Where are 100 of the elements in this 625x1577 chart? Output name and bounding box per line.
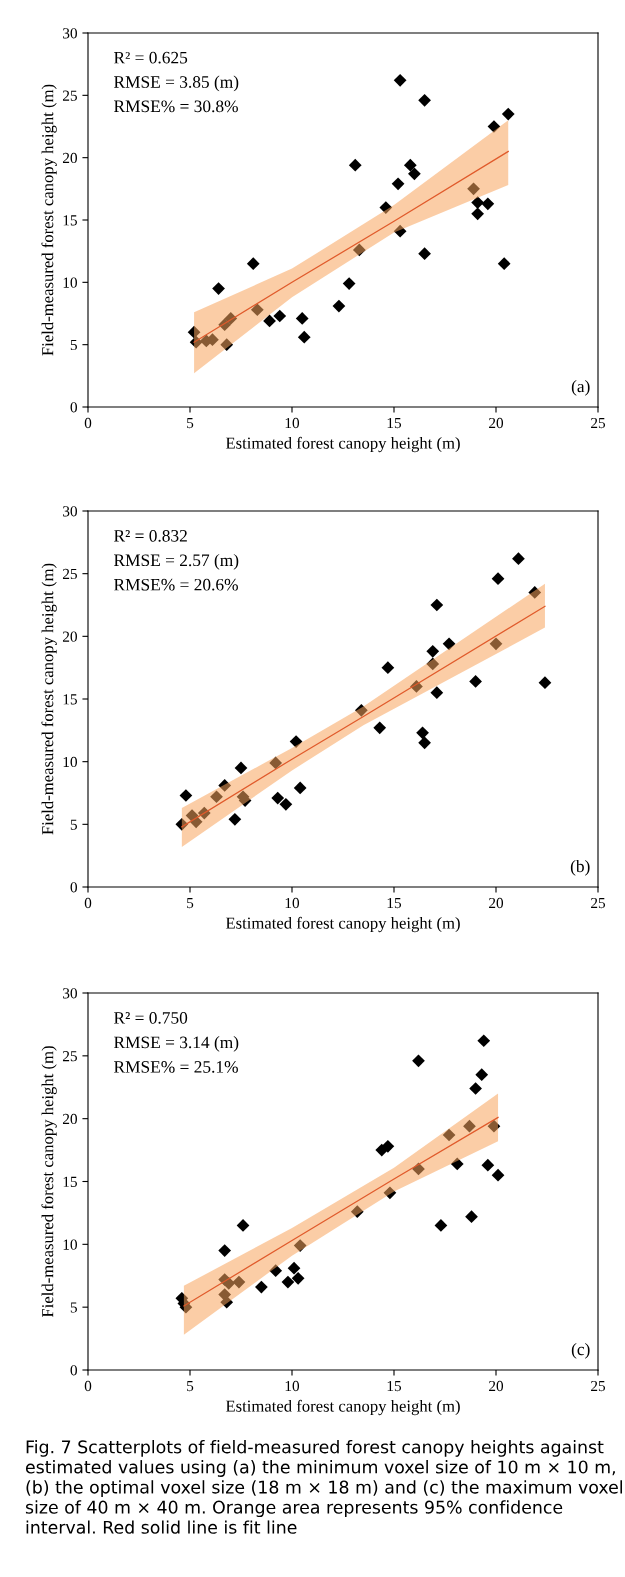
point — [352, 243, 366, 257]
point — [187, 325, 201, 339]
point — [228, 812, 242, 826]
x-axis-title: Estimated forest canopy height (m) — [225, 916, 460, 933]
y-tick-label: 30 — [63, 28, 77, 39]
y-axis-title: Field-measured forest canopy height (m) — [41, 1046, 57, 1318]
point — [471, 207, 484, 221]
point — [465, 1210, 478, 1224]
point — [491, 1168, 505, 1182]
point — [342, 277, 356, 290]
point — [234, 761, 248, 775]
x-tick-label: 25 — [591, 897, 606, 909]
point — [348, 158, 362, 172]
point — [279, 797, 293, 811]
x-tick-label: 20 — [489, 417, 504, 429]
point — [408, 167, 421, 181]
point — [442, 1128, 456, 1142]
y-tick-label: 5 — [70, 339, 77, 351]
x-tick-label: 5 — [187, 418, 194, 429]
point — [212, 282, 225, 295]
y-tick-label: 0 — [70, 402, 77, 413]
y-tick-label: 20 — [62, 1113, 77, 1125]
y-tick-label: 20 — [62, 631, 77, 642]
x-tick-label: 15 — [387, 897, 402, 909]
point — [512, 552, 525, 565]
point — [481, 197, 495, 211]
point — [232, 1275, 246, 1289]
point — [210, 790, 223, 804]
x-tick-label: 25 — [591, 417, 606, 429]
x-tick-label: 5 — [187, 1381, 194, 1392]
point — [255, 1280, 268, 1294]
point — [426, 645, 440, 658]
x-tick-label: 0 — [84, 1380, 92, 1392]
annotation: (c) — [571, 1342, 590, 1359]
point — [250, 303, 264, 317]
annotation: RMSE = 3.85 (m) — [114, 75, 239, 92]
point — [416, 726, 429, 740]
point — [412, 1054, 425, 1068]
point — [218, 1244, 232, 1257]
point — [430, 686, 444, 700]
point — [491, 572, 505, 586]
point — [501, 107, 515, 121]
point — [293, 781, 307, 795]
point — [355, 703, 368, 717]
x-tick-label: 15 — [387, 1380, 402, 1392]
y-tick-label: 10 — [63, 756, 77, 768]
annotation: R² = 0.750 — [114, 1012, 188, 1024]
point — [289, 735, 303, 748]
y-axis-title: Field-measured forest canopy height (m) — [41, 84, 57, 356]
point — [426, 657, 440, 671]
point — [218, 779, 232, 792]
y-tick-label: 30 — [63, 988, 77, 999]
point — [373, 721, 387, 735]
y-tick-label: 15 — [63, 1176, 77, 1187]
point — [379, 201, 393, 214]
point — [418, 93, 431, 107]
point — [497, 257, 511, 270]
annotation: R² = 0.832 — [114, 529, 187, 542]
point — [287, 1261, 301, 1275]
point — [403, 158, 417, 172]
y-axis-title: Field-measured forest canopy height (m) — [41, 563, 57, 835]
y-tick-label: 25 — [62, 90, 77, 101]
point — [442, 637, 456, 651]
y-tick-label: 0 — [70, 1365, 77, 1376]
point — [291, 1271, 305, 1285]
point — [332, 299, 346, 313]
point — [269, 1264, 283, 1278]
point — [273, 309, 287, 323]
x-axis-title: Estimated forest canopy height (m) — [225, 1399, 460, 1416]
point — [430, 598, 444, 612]
x-tick-label: 15 — [387, 417, 402, 429]
annotation: (b) — [570, 859, 590, 876]
point — [383, 1186, 397, 1200]
annotation: RMSE% = 25.1% — [114, 1061, 238, 1073]
x-tick-label: 0 — [84, 417, 92, 429]
point — [295, 312, 309, 325]
annotation: R² = 0.625 — [114, 51, 188, 64]
point — [418, 736, 431, 750]
x-tick-label: 25 — [591, 1380, 606, 1392]
y-tick-label: 15 — [63, 694, 77, 705]
point — [269, 756, 283, 770]
x-tick-label: 10 — [285, 897, 300, 909]
y-tick-label: 25 — [62, 568, 77, 580]
point — [350, 1205, 364, 1219]
x-axis-title: Estimated forest canopy height (m) — [225, 436, 460, 453]
annotation: RMSE% = 30.8% — [114, 100, 238, 113]
point — [297, 330, 311, 344]
point — [528, 586, 542, 599]
point — [381, 661, 395, 675]
y-tick-label: 5 — [70, 1302, 77, 1313]
point — [220, 338, 234, 352]
y-tick-label: 10 — [63, 277, 77, 288]
annotation: RMSE = 2.57 (m) — [114, 553, 239, 570]
annotation: RMSE% = 20.6% — [114, 578, 238, 591]
y-tick-label: 25 — [62, 1051, 77, 1062]
y-tick-label: 5 — [70, 819, 77, 830]
point — [393, 74, 407, 87]
point — [475, 1068, 489, 1082]
y-tick-label: 10 — [63, 1239, 77, 1250]
point — [467, 182, 480, 196]
